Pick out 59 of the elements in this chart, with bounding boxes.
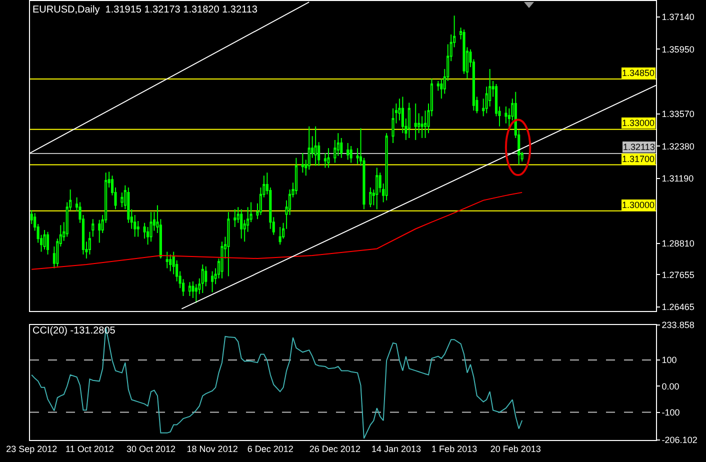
x-tick-label: 1 Feb 2013 — [432, 444, 478, 454]
candlestick — [240, 208, 243, 240]
x-tick-label: 6 Dec 2012 — [247, 444, 294, 454]
y-tick-label: 1.33570 — [662, 109, 694, 119]
candlestick — [408, 102, 410, 139]
candlestick — [166, 251, 168, 269]
ref-line-label: 1.34850 — [622, 68, 655, 78]
y-tick-label: 1.26465 — [662, 302, 694, 312]
y-tick-label: -100 — [662, 407, 680, 418]
y-tick-label: 1.32380 — [662, 141, 694, 152]
y-tick-label: 233.858 — [662, 320, 694, 330]
x-tick-label: 18 Nov 2012 — [186, 444, 238, 454]
candlestick — [278, 226, 282, 246]
candlestick — [150, 212, 152, 242]
y-tick-label: 1.31190 — [662, 174, 694, 184]
chart-title: EURUSD,Daily 1.31915 1.32173 1.31820 1.32113 — [32, 4, 258, 16]
x-tick-label: 26 Dec 2012 — [309, 444, 360, 454]
candlestick — [88, 231, 91, 255]
candlestick — [220, 241, 224, 279]
x-tick-label: 11 Oct 2012 — [66, 444, 114, 454]
candlestick — [169, 254, 172, 272]
candlestick — [369, 187, 372, 208]
candlestick — [234, 208, 236, 228]
candlestick — [43, 229, 46, 250]
y-tick-label: 1.35950 — [662, 44, 694, 54]
candlestick — [376, 167, 378, 210]
y-tick-label: 1.27655 — [662, 270, 694, 280]
x-tick-label: 14 Jan 2013 — [371, 444, 422, 454]
candlestick — [350, 145, 352, 164]
x-tick-label: 30 Oct 2012 — [126, 444, 176, 454]
ref-line-label: 1.30000 — [622, 200, 655, 210]
candlestick — [92, 218, 94, 238]
candlestick — [414, 103, 417, 140]
candlestick — [392, 108, 394, 144]
x-tick-label: 20 Feb 2013 — [490, 444, 541, 454]
candlestick — [46, 231, 50, 255]
x-tick-label: 23 Sep 2012 — [6, 444, 58, 454]
candlestick — [201, 264, 204, 294]
y-tick-label: 1.37140 — [662, 12, 694, 22]
candlestick — [314, 126, 317, 166]
line-series — [31, 192, 523, 270]
ref-line-label: 1.33000 — [622, 118, 655, 128]
candlestick — [188, 282, 192, 297]
ref-line-label: 1.32113 — [623, 142, 655, 152]
candlestick — [346, 142, 350, 160]
y-tick-label: 1.28810 — [662, 238, 694, 248]
candlestick — [301, 152, 304, 174]
candlestick — [504, 106, 508, 124]
y-tick-label: -206.102 — [662, 435, 698, 446]
y-tick-label: 0.00 — [662, 381, 680, 392]
ref-line-label: 1.31700 — [622, 154, 655, 164]
y-tick-label: 100 — [662, 355, 677, 366]
candlestick — [227, 212, 230, 277]
candlestick — [327, 148, 330, 168]
candlestick — [98, 219, 101, 244]
line-series — [31, 326, 523, 439]
candlestick — [385, 132, 388, 201]
candlestick — [294, 157, 298, 195]
candlestick — [211, 270, 214, 293]
